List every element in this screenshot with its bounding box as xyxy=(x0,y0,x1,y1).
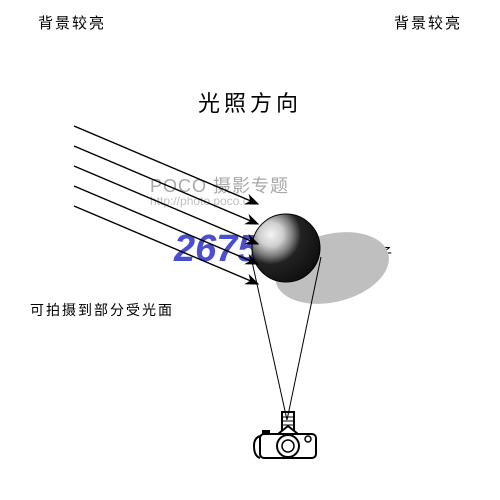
light-arrow xyxy=(74,166,258,244)
light-arrow xyxy=(74,206,258,284)
light-arrow xyxy=(74,126,258,204)
sphere xyxy=(252,214,320,282)
light-arrow xyxy=(74,146,258,224)
diagram-svg xyxy=(0,0,500,500)
camera-icon xyxy=(254,412,316,458)
light-arrow xyxy=(74,186,258,264)
light-arrows xyxy=(74,126,258,284)
